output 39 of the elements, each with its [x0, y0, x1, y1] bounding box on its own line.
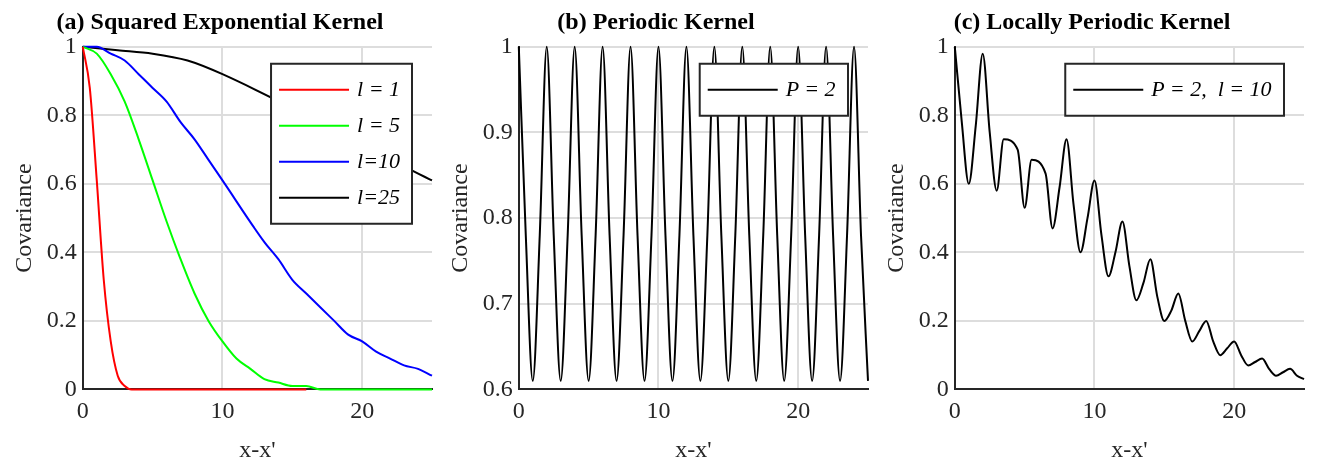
legend-label: l=25	[357, 183, 401, 209]
y-axis-title: Covariance	[881, 163, 908, 273]
y-tick-label: 0.7	[482, 289, 513, 316]
y-tick-label: 0	[936, 374, 949, 401]
y-tick-label: 0.4	[918, 237, 949, 264]
y-tick-label: 0.8	[918, 100, 949, 127]
x-tick-label: 20	[786, 397, 811, 424]
x-tick-label: 10	[210, 397, 235, 424]
y-tick-label: 0.9	[482, 117, 513, 144]
y-tick-label: 0.8	[46, 100, 77, 127]
y-tick-label: 1	[64, 32, 77, 59]
y-tick-label: 0.4	[46, 237, 77, 264]
y-axis-title: Covariance	[9, 163, 36, 273]
y-tick-label: 1	[500, 32, 513, 59]
x-tick-label: 20	[350, 397, 375, 424]
x-axis-title: x-x'	[239, 435, 276, 462]
y-tick-label: 1	[936, 32, 949, 59]
y-axis-title: Covariance	[445, 163, 472, 273]
legend-label: l = 5	[357, 111, 401, 137]
legend-label: l = 1	[357, 75, 401, 101]
legend-label: P = 2, l = 10	[1150, 75, 1272, 101]
x-tick-label: 10	[646, 397, 671, 424]
legend-label: P = 2	[784, 75, 836, 101]
y-tick-label: 0.8	[482, 203, 513, 230]
chart-title: (b) Periodic Kernel	[557, 7, 755, 34]
legend-label: l=10	[357, 147, 401, 173]
chart-title: (a) Squared Exponential Kernel	[56, 7, 384, 34]
y-tick-label: 0.2	[918, 306, 949, 333]
y-tick-label: 0.6	[46, 169, 77, 196]
x-axis-title: x-x'	[675, 435, 712, 462]
x-tick-label: 10	[1082, 397, 1107, 424]
chart-title: (c) Locally Periodic Kernel	[953, 7, 1231, 34]
x-tick-label: 20	[1222, 397, 1247, 424]
y-tick-label: 0	[64, 374, 77, 401]
line-series	[953, 45, 1305, 381]
y-tick-label: 0.2	[46, 306, 77, 333]
y-tick-label: 0.6	[918, 169, 949, 196]
x-axis-title: x-x'	[1111, 435, 1148, 462]
y-tick-label: 0.6	[482, 374, 513, 401]
